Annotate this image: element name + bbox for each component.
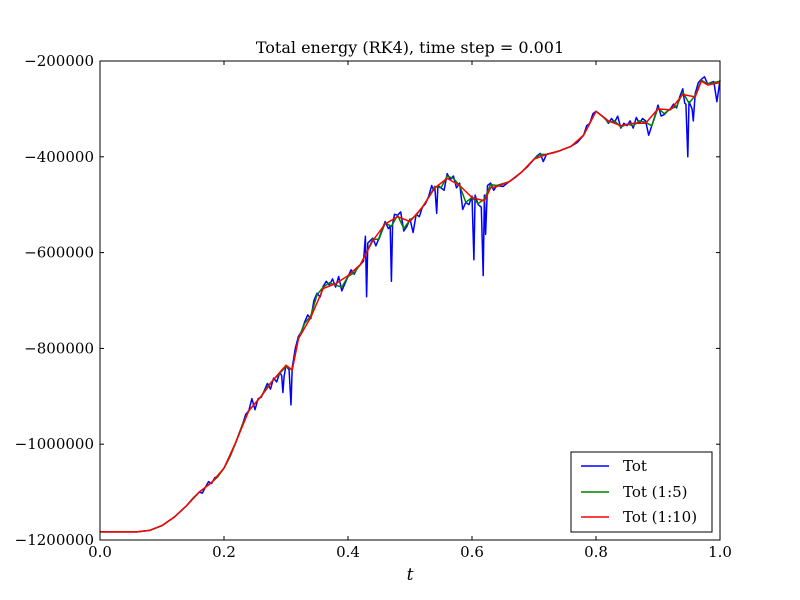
y-tick-label: −200000 bbox=[24, 52, 94, 70]
legend-label-tot-1-5: Tot (1:5) bbox=[623, 483, 688, 501]
y-tick-label: −1200000 bbox=[15, 531, 94, 549]
axis-ticks-group: 0.0 0.2 0.4 0.6 0.8 1.0 −1200000 −1000000 −80000… bbox=[15, 52, 732, 561]
plot-series-group bbox=[100, 76, 721, 533]
legend: Tot Tot (1:5) Tot (1:10) bbox=[570, 451, 713, 533]
series-line-tot-1-10 bbox=[100, 80, 721, 533]
legend-label-tot-1-10: Tot (1:10) bbox=[623, 508, 697, 526]
x-tick-label: 0.2 bbox=[212, 543, 236, 561]
x-tick-label: 0.8 bbox=[584, 543, 608, 561]
y-tick-label: −1000000 bbox=[15, 435, 94, 453]
y-tick-label: −800000 bbox=[24, 339, 94, 357]
x-tick-label: 0.0 bbox=[88, 543, 112, 561]
plot-frame bbox=[99, 60, 721, 541]
chart-title: Total energy (RK4), time step = 0.001 bbox=[256, 38, 564, 57]
x-axis-label: t bbox=[407, 565, 414, 585]
y-tick-label: −600000 bbox=[24, 244, 94, 262]
y-tick-label: −400000 bbox=[24, 148, 94, 166]
legend-label-tot: Tot bbox=[623, 457, 647, 475]
x-tick-label: 1.0 bbox=[708, 543, 732, 561]
x-tick-label: 0.4 bbox=[336, 543, 360, 561]
x-tick-label: 0.6 bbox=[460, 543, 484, 561]
